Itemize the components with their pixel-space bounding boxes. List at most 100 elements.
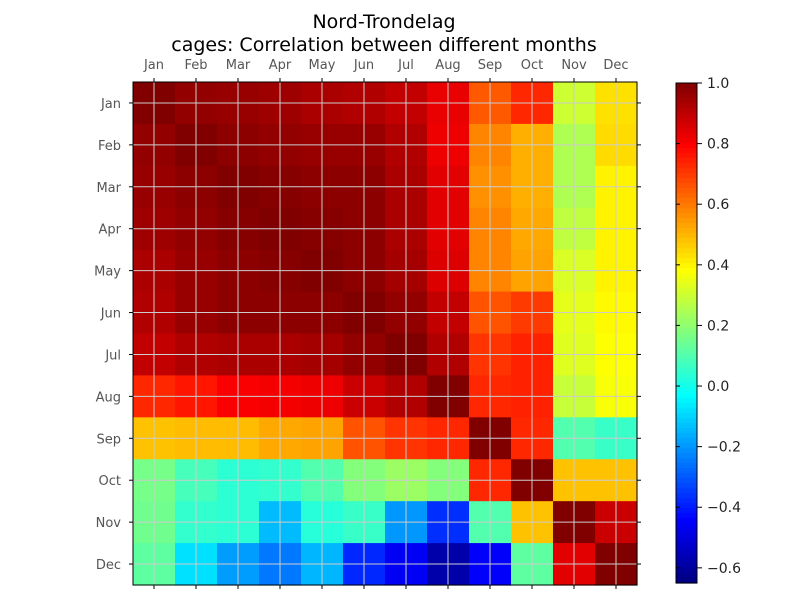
y-tick-label-aug: Aug bbox=[96, 390, 121, 405]
colorbar-segment bbox=[676, 558, 697, 564]
y-tick-label-dec: Dec bbox=[96, 558, 121, 573]
colorbar-segment bbox=[676, 248, 697, 254]
colorbar-segment bbox=[676, 378, 697, 384]
colorbar-segment bbox=[676, 113, 697, 119]
heatmap-frame bbox=[132, 81, 638, 586]
y-tick-label-jul: Jul bbox=[104, 348, 121, 363]
colorbar-segment bbox=[676, 418, 697, 424]
colorbar-segment bbox=[676, 428, 697, 434]
colorbar-segment bbox=[676, 88, 697, 94]
colorbar-segment bbox=[676, 98, 697, 104]
colorbar-segment bbox=[676, 548, 697, 554]
axis-ticks bbox=[129, 78, 641, 589]
colorbar-segment bbox=[676, 543, 697, 549]
colorbar-segment bbox=[676, 513, 697, 519]
colorbar-segment bbox=[676, 383, 697, 389]
colorbar-segment bbox=[676, 243, 697, 249]
colorbar-ticks: 1.0 0.8 0.6 0.4 0.2 0.0 −0.2 −0.4 −0.6 bbox=[676, 76, 741, 577]
colorbar-segment bbox=[676, 178, 697, 184]
x-tick-label-aug: Aug bbox=[435, 58, 460, 73]
colorbar-segment bbox=[676, 143, 697, 149]
colorbar-segment bbox=[676, 183, 697, 189]
colorbar-segment bbox=[676, 278, 697, 284]
colorbar-segment bbox=[676, 403, 697, 409]
chart-subtitle: cages: Correlation between different mon… bbox=[171, 34, 597, 56]
colorbar-tick-label: −0.4 bbox=[707, 500, 741, 516]
colorbar-segment bbox=[676, 283, 697, 289]
x-tick-label-dec: Dec bbox=[603, 58, 628, 73]
y-tick-label-may: May bbox=[94, 265, 121, 280]
colorbar-segment bbox=[676, 318, 697, 324]
colorbar-segment bbox=[676, 518, 697, 524]
colorbar-segment bbox=[676, 308, 697, 314]
colorbar-segment bbox=[676, 503, 697, 509]
colorbar-segment bbox=[676, 443, 697, 449]
x-tick-label-mar: Mar bbox=[226, 58, 251, 73]
colorbar-frame bbox=[675, 82, 698, 584]
colorbar-segment bbox=[676, 358, 697, 364]
colorbar-tick-label: 1.0 bbox=[707, 76, 729, 92]
x-axis-labels: Jan Feb Mar Apr May Jun Jul Aug Sep Oct Nov Dec bbox=[143, 58, 629, 73]
colorbar-segment bbox=[676, 453, 697, 459]
colorbar-segment bbox=[676, 258, 697, 264]
colorbar-segment bbox=[676, 423, 697, 429]
x-tick-label-apr: Apr bbox=[269, 58, 292, 73]
colorbar-segment bbox=[676, 83, 697, 89]
colorbar-segment bbox=[676, 388, 697, 394]
colorbar-segment bbox=[676, 538, 697, 544]
y-tick-label-sep: Sep bbox=[96, 432, 121, 447]
colorbar-segment bbox=[676, 228, 697, 234]
colorbar-segment bbox=[676, 123, 697, 129]
x-tick-label-sep: Sep bbox=[478, 58, 503, 73]
x-tick-label-may: May bbox=[309, 58, 336, 73]
colorbar-segment bbox=[676, 488, 697, 494]
colorbar-segment bbox=[676, 533, 697, 539]
colorbar-segment bbox=[676, 473, 697, 479]
colorbar-segment bbox=[676, 298, 697, 304]
colorbar-segment bbox=[676, 458, 697, 464]
colorbar-segment bbox=[676, 528, 697, 534]
colorbar-tick-label: 0.8 bbox=[707, 137, 729, 153]
colorbar-segment bbox=[676, 188, 697, 194]
y-axis-labels: Jan Feb Mar Apr May Jun Jul Aug Sep Oct Nov Dec bbox=[94, 97, 122, 573]
colorbar-tick-label: −0.2 bbox=[707, 440, 741, 456]
y-tick-label-nov: Nov bbox=[96, 516, 122, 531]
colorbar-segment bbox=[676, 303, 697, 309]
colorbar-segment bbox=[676, 363, 697, 369]
colorbar-segment bbox=[676, 128, 697, 134]
chart-title: Nord-Trondelag bbox=[312, 11, 455, 33]
colorbar-segment bbox=[676, 288, 697, 294]
x-tick-label-jun: Jun bbox=[353, 58, 374, 73]
colorbar-segment bbox=[676, 353, 697, 359]
colorbar-segment bbox=[676, 103, 697, 109]
colorbar-segment bbox=[676, 213, 697, 219]
colorbar-segment bbox=[676, 273, 697, 279]
colorbar-segment bbox=[676, 413, 697, 419]
y-tick-label-jan: Jan bbox=[100, 97, 121, 112]
colorbar-segment bbox=[676, 193, 697, 199]
x-tick-label-jul: Jul bbox=[397, 58, 414, 73]
colorbar-segment bbox=[676, 553, 697, 559]
colorbar-segment bbox=[676, 138, 697, 144]
colorbar-segment bbox=[676, 238, 697, 244]
colorbar-segment bbox=[676, 93, 697, 99]
heatmap-gridlines bbox=[133, 82, 637, 585]
colorbar-tick-label: 0.2 bbox=[707, 318, 729, 334]
colorbar-segment bbox=[676, 393, 697, 399]
colorbar-segment bbox=[676, 343, 697, 349]
colorbar-tick-label: 0.0 bbox=[707, 379, 729, 395]
colorbar-segment bbox=[676, 133, 697, 139]
colorbar-tick-label: 0.4 bbox=[707, 258, 729, 274]
colorbar-tick-label: −0.6 bbox=[707, 561, 741, 577]
colorbar-segment bbox=[676, 523, 697, 529]
colorbar-segment bbox=[676, 348, 697, 354]
colorbar-segment bbox=[676, 338, 697, 344]
colorbar-segment bbox=[676, 163, 697, 169]
colorbar bbox=[676, 83, 697, 584]
colorbar-segment bbox=[676, 233, 697, 239]
colorbar-segment bbox=[676, 463, 697, 469]
colorbar-segment bbox=[676, 323, 697, 329]
colorbar-segment bbox=[676, 198, 697, 204]
colorbar-segment bbox=[676, 468, 697, 474]
colorbar-segment bbox=[676, 478, 697, 484]
